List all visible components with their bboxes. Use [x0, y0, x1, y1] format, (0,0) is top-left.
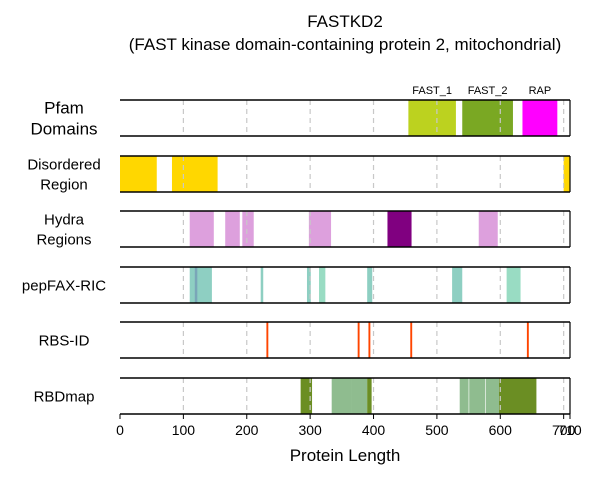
x-tick-label: 100: [172, 422, 196, 438]
track-2-label: Hydra Regions: [36, 211, 91, 248]
track-3-feature-1: [194, 267, 198, 303]
chart-title: FASTKD2: [307, 12, 383, 31]
track-3-feature-0: [189, 267, 212, 303]
x-tick-label: 0: [116, 422, 124, 438]
track-0-feature-2: [522, 100, 558, 136]
track-3-feature-2: [260, 267, 264, 303]
track-0-label: Pfam Domains: [30, 98, 97, 138]
track-3-feature-7: [506, 267, 521, 303]
track-4-feature-3: [410, 322, 413, 358]
track-1-feature-2: [563, 156, 570, 192]
track-3-label: pepFAX-RIC: [22, 277, 106, 294]
track-3-feature-4: [319, 267, 326, 303]
track-0-feature-1: [462, 100, 513, 136]
track-4-feature-4: [526, 322, 529, 358]
track-2-feature-5: [478, 211, 498, 247]
chart-subtitle: (FAST kinase domain-containing protein 2…: [128, 35, 562, 54]
track-3-feature-6: [452, 267, 463, 303]
track-0-feature-label-2: RAP: [529, 85, 552, 97]
track-4-feature-1: [357, 322, 360, 358]
track-5-feature-3: [367, 378, 372, 414]
x-tick-label: 200: [235, 422, 259, 438]
track-3-feature-5: [367, 267, 373, 303]
x-tick-label: 700: [552, 422, 576, 438]
track-1-feature-1: [171, 156, 218, 192]
track-0-feature-0: [408, 100, 456, 136]
track-1-label: Disordered Region: [27, 156, 100, 193]
x-tick-label: 600: [489, 422, 513, 438]
x-tick-label: 710: [558, 422, 582, 438]
track-0-feature-label-1: FAST_2: [468, 85, 508, 97]
x-tick-label: 300: [298, 422, 322, 438]
track-5-feature-1: [331, 378, 352, 414]
track-0-feature-label-0: FAST_1: [412, 85, 452, 97]
track-5-label: RBDmap: [34, 388, 95, 405]
track-4-feature-2: [368, 322, 371, 358]
track-4-label: RBS-ID: [39, 332, 90, 349]
track-2-feature-4: [387, 211, 412, 247]
track-4-feature-0: [266, 322, 269, 358]
track-5-feature-7: [499, 378, 537, 414]
track-1-feature-0: [120, 156, 157, 192]
track-5-feature-4: [459, 378, 469, 414]
x-tick-label: 500: [425, 422, 449, 438]
track-5-feature-0: [300, 378, 313, 414]
track-2-feature-2: [242, 211, 254, 247]
x-axis-label: Protein Length: [290, 446, 401, 465]
track-5-feature-5: [469, 378, 486, 414]
track-3-feature-3: [306, 267, 311, 303]
track-5-feature-6: [485, 378, 500, 414]
track-2-feature-3: [308, 211, 332, 247]
x-tick-label: 400: [362, 422, 386, 438]
track-2-feature-0: [189, 211, 214, 247]
track-5-feature-2: [351, 378, 368, 414]
track-2-feature-1: [225, 211, 240, 247]
